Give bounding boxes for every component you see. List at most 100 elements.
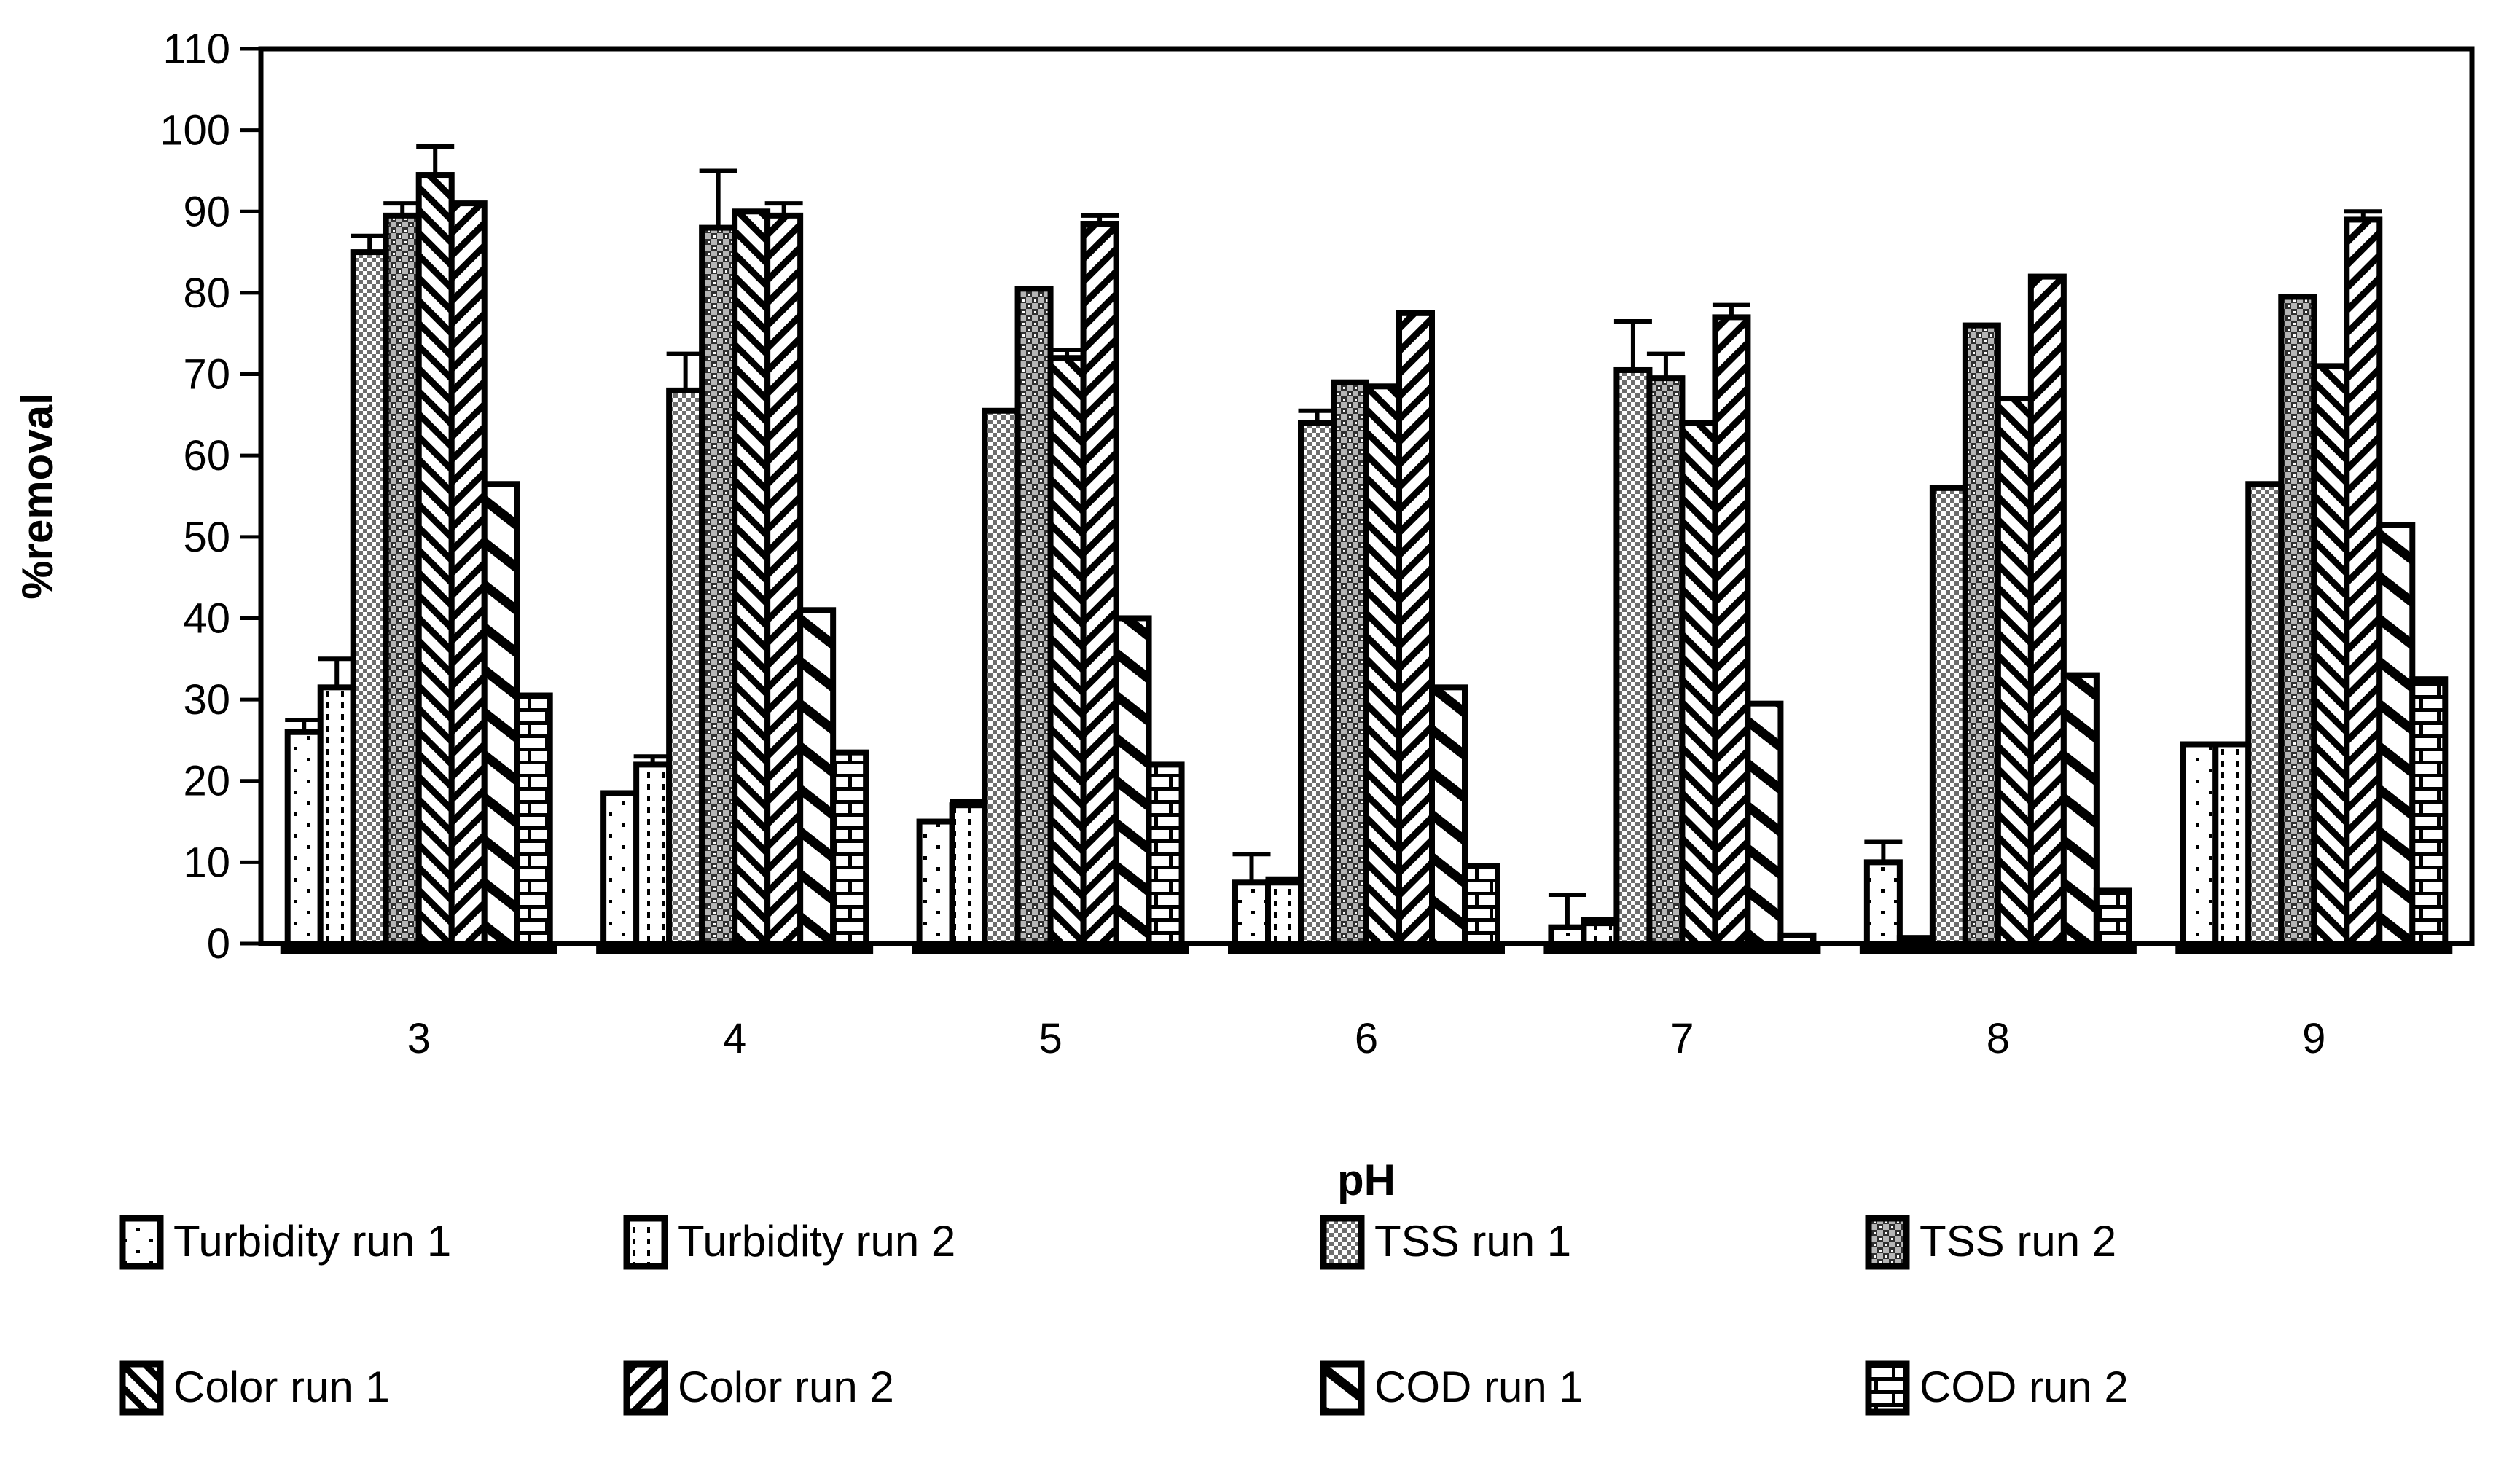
legend-item: TSS run 2 [1865,1215,2116,1270]
bar [1462,863,1500,946]
bar [2278,294,2317,946]
y-tick-label: 0 [207,920,230,968]
bar [1581,920,1620,947]
bar [2409,676,2449,946]
legend-item: COD run 1 [1320,1360,1584,1416]
legend-label: Color run 2 [678,1363,894,1411]
bar [514,692,553,946]
bar [2212,741,2252,946]
bar [1047,355,1087,946]
bar [2060,672,2100,946]
group-baseline [280,945,557,954]
bar [1146,761,1185,947]
bar [1363,383,1402,946]
y-tick-label: 90 [183,188,230,235]
y-tick-label: 100 [160,107,230,154]
bar [415,172,455,946]
bar [1014,286,1054,946]
plot-area: 0 10 20 30 40 50 60 70 80 90 100 110 3 4 5 6 7 8 9 Turbidit… [119,26,2475,1416]
x-category-label: 4 [723,1015,746,1062]
bar [2093,887,2132,947]
y-tick-label: 30 [183,676,230,724]
x-axis-title: pH [1337,1156,1396,1204]
legend-item: Turbidity run 1 [119,1215,451,1270]
bar [1646,375,1686,946]
legend-swatch-checker-coarse-icon [1865,1215,1910,1270]
legend-item: Color run 2 [623,1360,894,1416]
bar [797,607,837,946]
group-baseline [596,945,874,954]
bar [1962,322,2001,946]
bar [1929,485,1968,946]
legend-swatch-checker-fine-icon [1320,1215,1365,1270]
bar [2311,363,2350,946]
group-baseline [1859,945,2137,954]
legend-label: Turbidity run 1 [173,1217,451,1266]
bar [448,200,488,947]
bar [1613,366,1653,946]
legend-label: Turbidity run 2 [678,1217,955,1266]
legend-label: COD run 2 [1920,1363,2129,1411]
bar [1745,700,1784,946]
bar [1331,379,1369,946]
bar [1396,310,1435,946]
legend-swatch-dots-sparse-icon [119,1215,164,1270]
bar [1080,221,1119,946]
legend-item: COD run 2 [1865,1360,2129,1416]
group-baseline [1543,945,1821,954]
bar [1863,859,1903,947]
legend-swatch-diag-wide-icon [1320,1360,1365,1416]
bar [600,790,640,947]
bar [1896,935,1936,946]
bar [1548,924,1587,947]
bar [317,684,356,946]
legend-label: TSS run 1 [1374,1217,1571,1266]
bar [666,387,705,946]
y-tick-label: 80 [183,270,230,317]
bar [2180,741,2219,946]
x-category-label: 3 [407,1015,431,1062]
x-category-label: 5 [1038,1015,1062,1062]
legend-swatch-dots-dense-icon [623,1215,668,1270]
bar [1232,879,1271,946]
bar [1995,396,2034,946]
legend-item: Color run 1 [119,1360,390,1416]
bar [350,249,389,947]
y-tick-label: 50 [183,514,230,561]
bar [2027,273,2067,946]
bar [1777,932,1817,946]
bar [383,212,422,946]
legend-swatch-hatch-fwd-icon [623,1360,668,1416]
bar [949,802,988,946]
bar [284,729,324,947]
bar [2376,522,2416,946]
y-tick-label: 10 [183,839,230,886]
legend-label: COD run 1 [1374,1363,1584,1411]
bar [764,212,804,946]
bar [1298,420,1337,946]
x-category-label: 6 [1355,1015,1378,1062]
bar [916,818,955,946]
bar [1712,314,1751,946]
bar [982,407,1021,946]
y-tick-label: 60 [183,432,230,479]
x-category-label: 9 [2302,1015,2325,1062]
bar [2245,481,2285,946]
bar [699,224,738,947]
legend-label: Color run 1 [173,1363,390,1411]
bar [732,208,771,947]
legend-swatch-brick-icon [1865,1360,1910,1416]
bar [633,761,673,947]
bar [1265,879,1304,946]
bar [830,749,869,946]
legend-item: TSS run 1 [1320,1215,1571,1270]
bar [481,481,520,946]
bar [1679,420,1718,946]
legend-item: Turbidity run 2 [623,1215,955,1270]
bar [2344,216,2383,947]
x-category-label: 8 [1987,1015,2010,1062]
x-category-label: 7 [1670,1015,1694,1062]
y-tick-label: 20 [183,758,230,805]
